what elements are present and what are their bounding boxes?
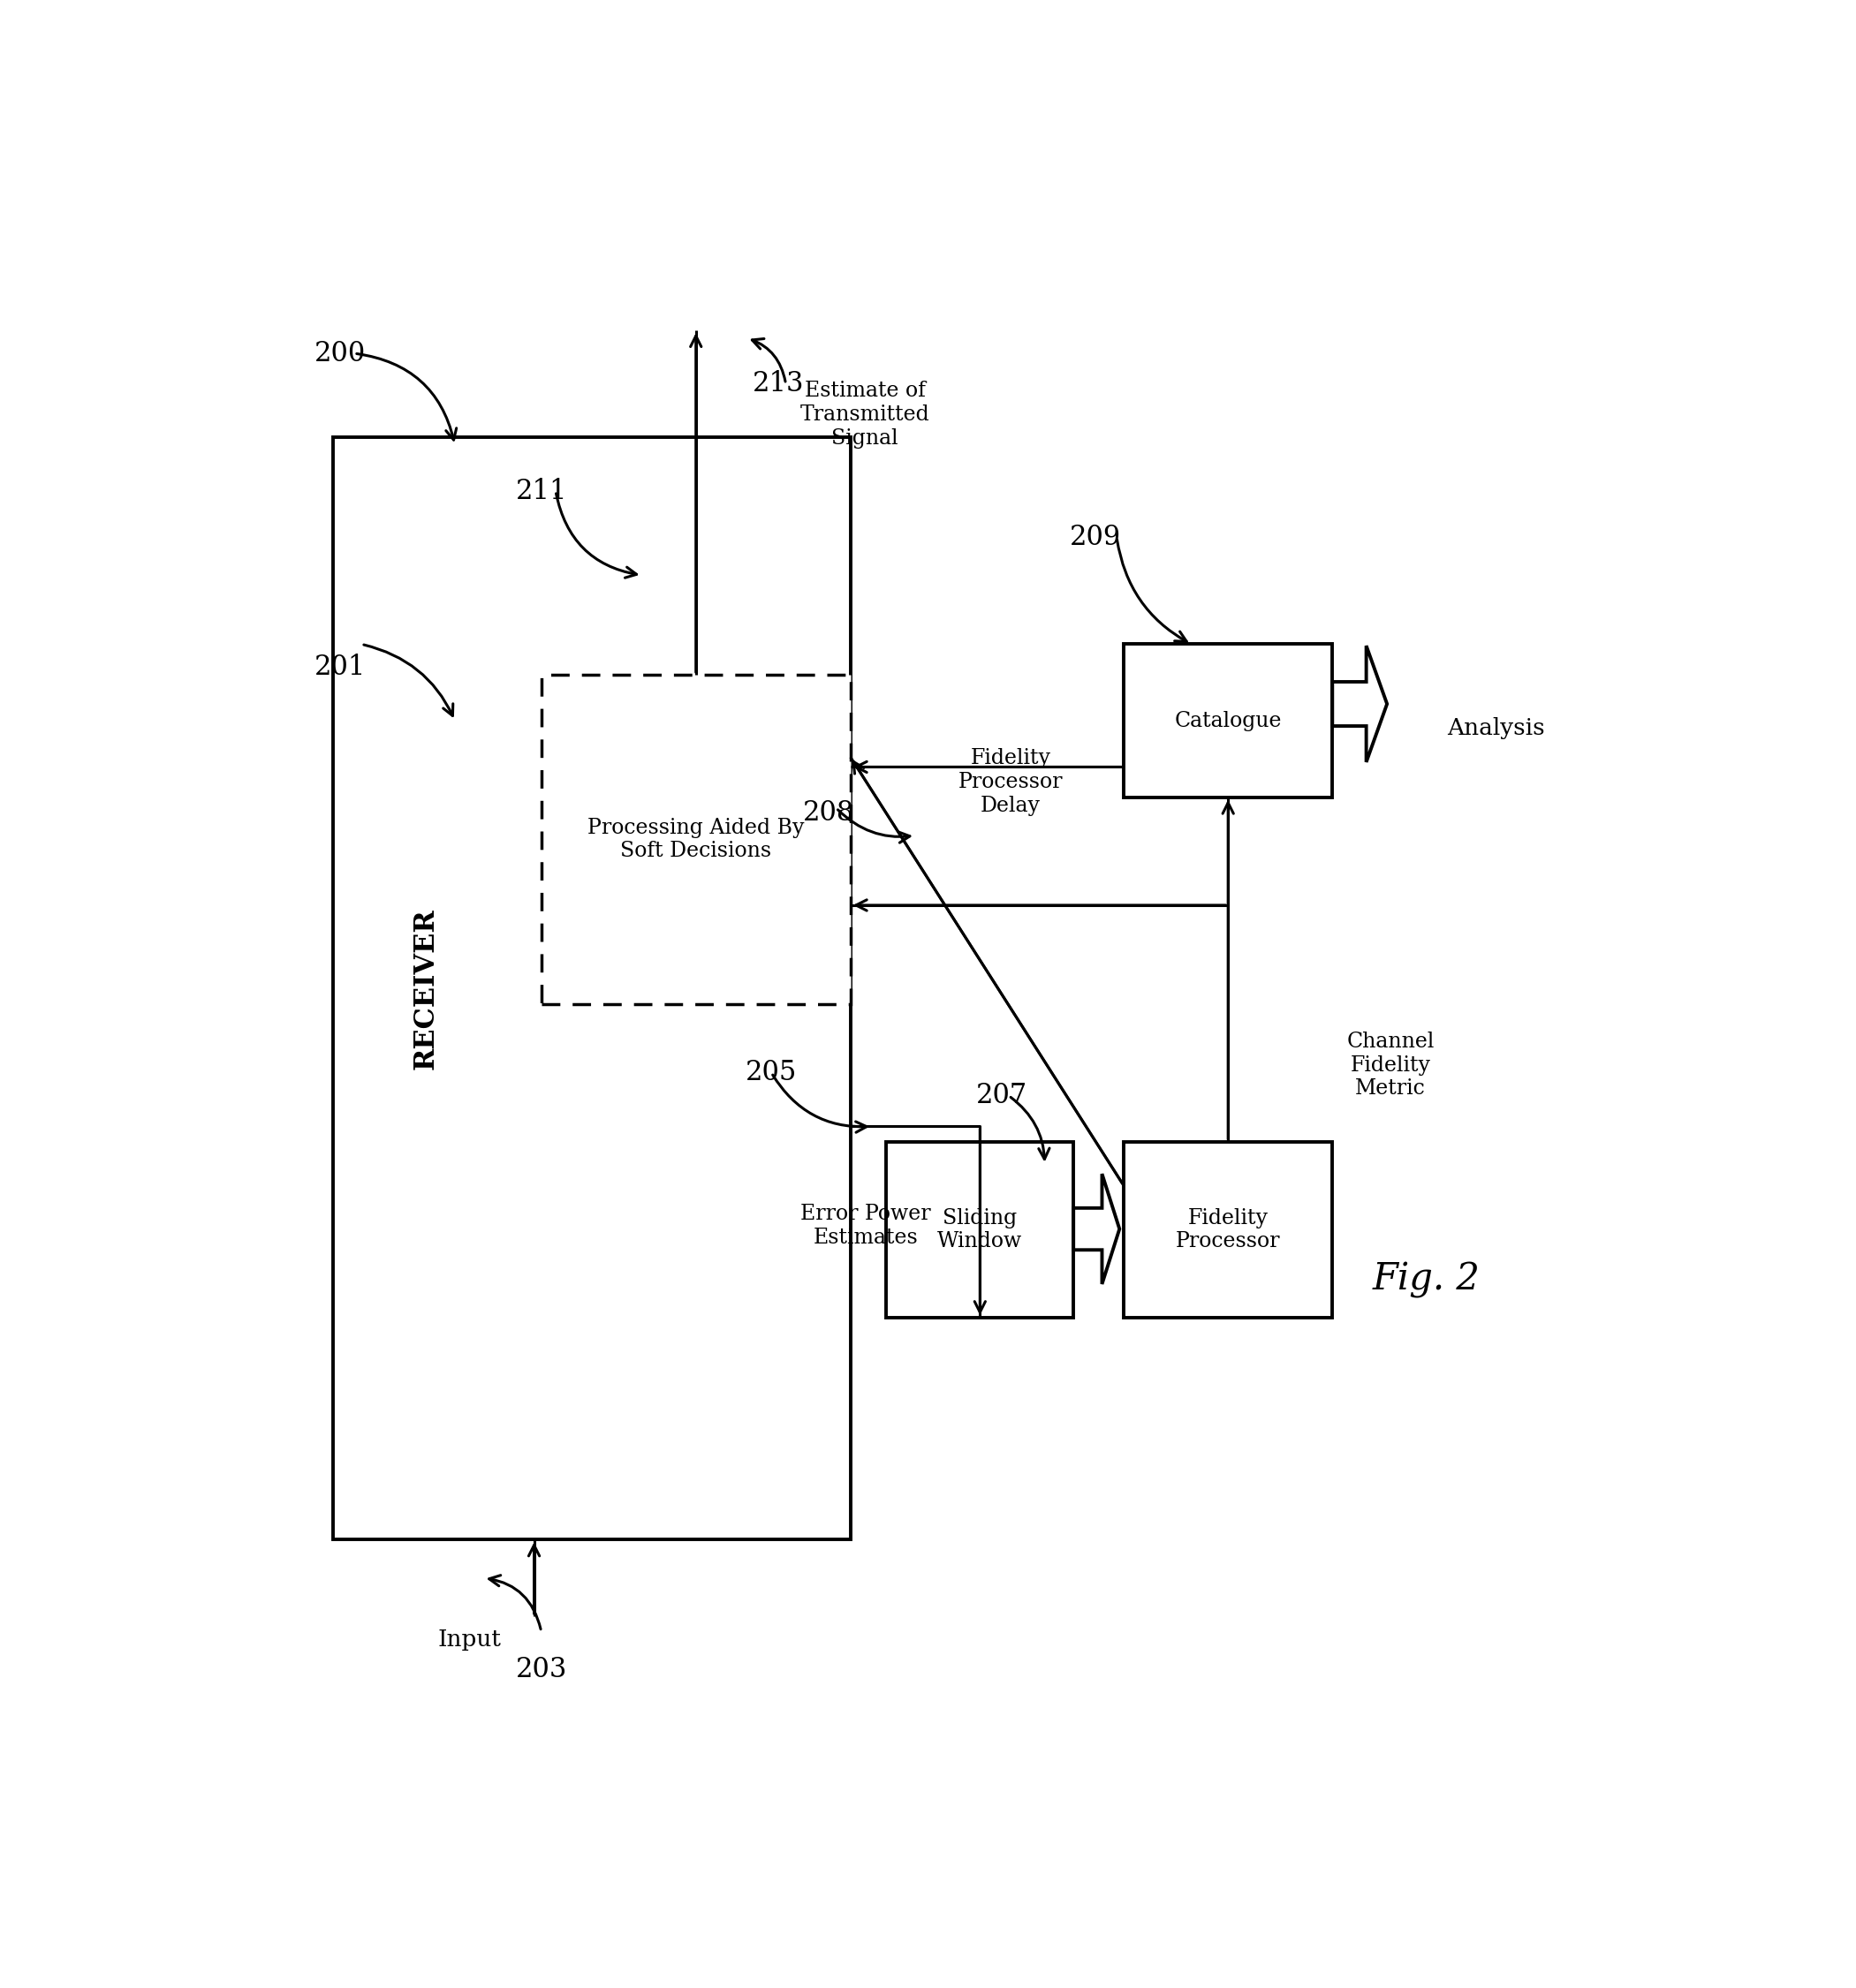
Text: 207: 207 (976, 1081, 1026, 1109)
Text: RECEIVER: RECEIVER (412, 909, 440, 1070)
Text: Estimate of
Transmitted
Signal: Estimate of Transmitted Signal (800, 382, 930, 447)
Text: 201: 201 (314, 654, 366, 680)
Text: 200: 200 (314, 340, 366, 368)
Text: Processing Aided By
Soft Decisions: Processing Aided By Soft Decisions (588, 817, 804, 861)
Bar (332, 437, 850, 1539)
Bar (887, 1141, 1073, 1318)
Text: 208: 208 (804, 799, 854, 827)
Text: Channel
Fidelity
Metric: Channel Fidelity Metric (1347, 1032, 1435, 1099)
Text: 213: 213 (754, 370, 804, 398)
Bar (542, 674, 850, 1004)
Text: Fidelity
Processor: Fidelity Processor (1175, 1209, 1281, 1252)
Text: Catalogue: Catalogue (1175, 710, 1282, 732)
Text: 205: 205 (746, 1060, 798, 1087)
Text: Fig. 2: Fig. 2 (1372, 1260, 1479, 1298)
Text: Analysis: Analysis (1448, 718, 1546, 740)
Text: Sliding
Window: Sliding Window (937, 1209, 1023, 1252)
Polygon shape (1073, 1173, 1119, 1284)
Polygon shape (1333, 646, 1386, 761)
Text: 203: 203 (516, 1656, 568, 1684)
Text: Input: Input (438, 1628, 501, 1650)
Text: 209: 209 (1069, 523, 1121, 551)
Text: Fidelity
Processor
Delay: Fidelity Processor Delay (958, 747, 1063, 815)
Text: 211: 211 (516, 477, 568, 505)
Bar (1125, 644, 1333, 797)
Bar (1125, 1141, 1333, 1318)
Text: Error Power
Estimates: Error Power Estimates (800, 1205, 930, 1248)
